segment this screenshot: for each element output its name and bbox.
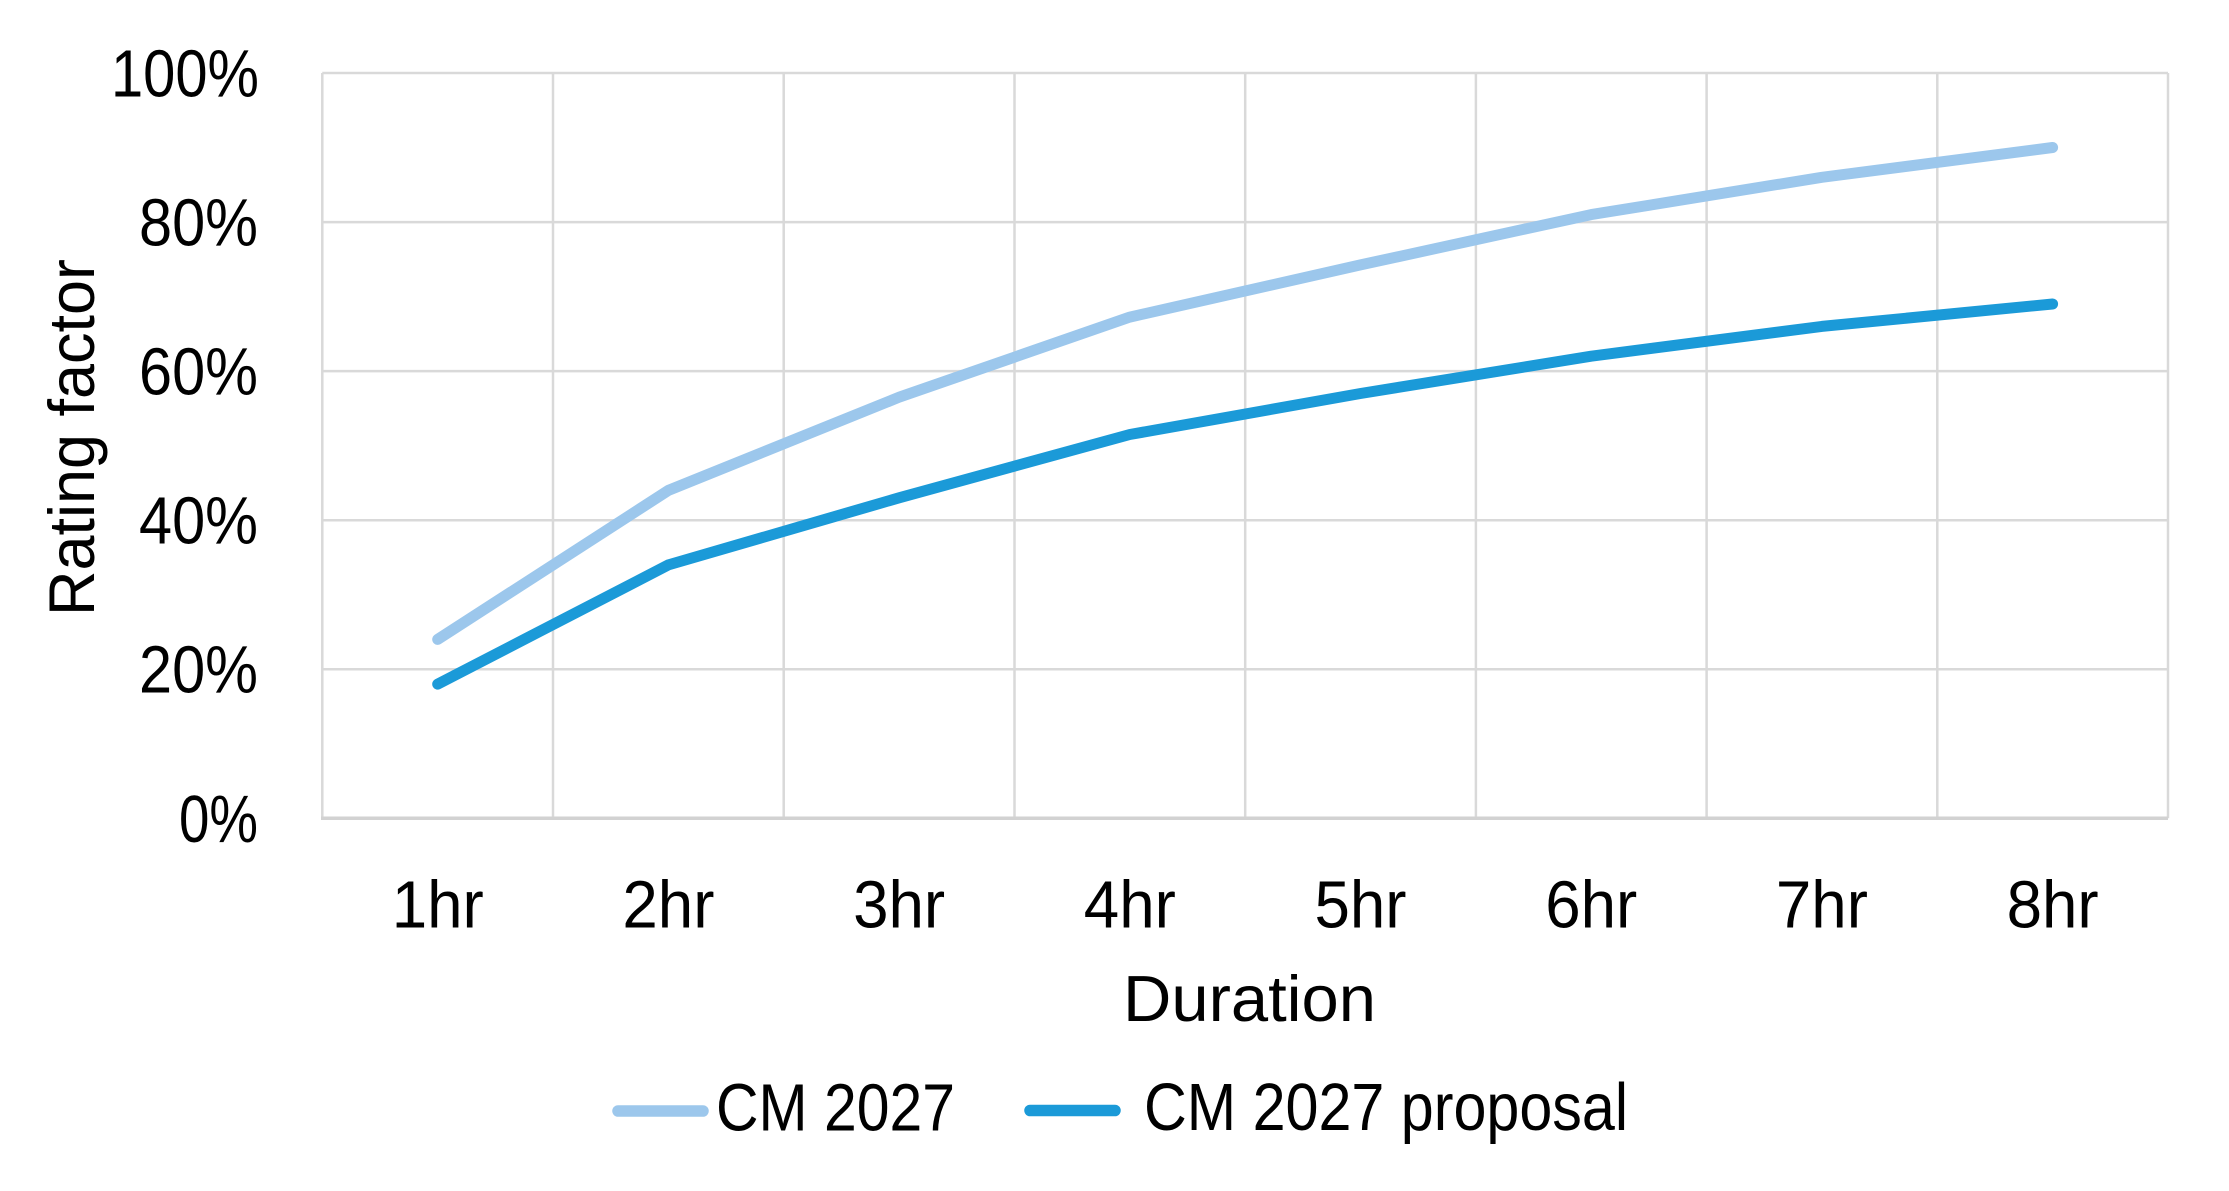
svg-text:100%: 100% [111,37,259,112]
svg-text:3hr: 3hr [853,868,945,943]
svg-text:Rating factor: Rating factor [35,259,108,616]
svg-text:1hr: 1hr [392,868,484,943]
svg-text:8hr: 8hr [2007,868,2099,943]
svg-text:80%: 80% [139,186,258,261]
svg-text:20%: 20% [139,633,258,708]
svg-text:2hr: 2hr [622,868,714,943]
svg-text:60%: 60% [139,335,258,410]
svg-text:5hr: 5hr [1315,868,1407,943]
svg-text:40%: 40% [139,484,258,559]
svg-text:Duration: Duration [1123,962,1376,1035]
svg-text:CM 2027: CM 2027 [716,1070,955,1145]
svg-text:0%: 0% [179,782,258,857]
svg-text:6hr: 6hr [1545,868,1637,943]
svg-text:7hr: 7hr [1776,868,1868,943]
svg-text:4hr: 4hr [1084,868,1176,943]
svg-text:CM 2027 proposal: CM 2027 proposal [1144,1070,1628,1145]
